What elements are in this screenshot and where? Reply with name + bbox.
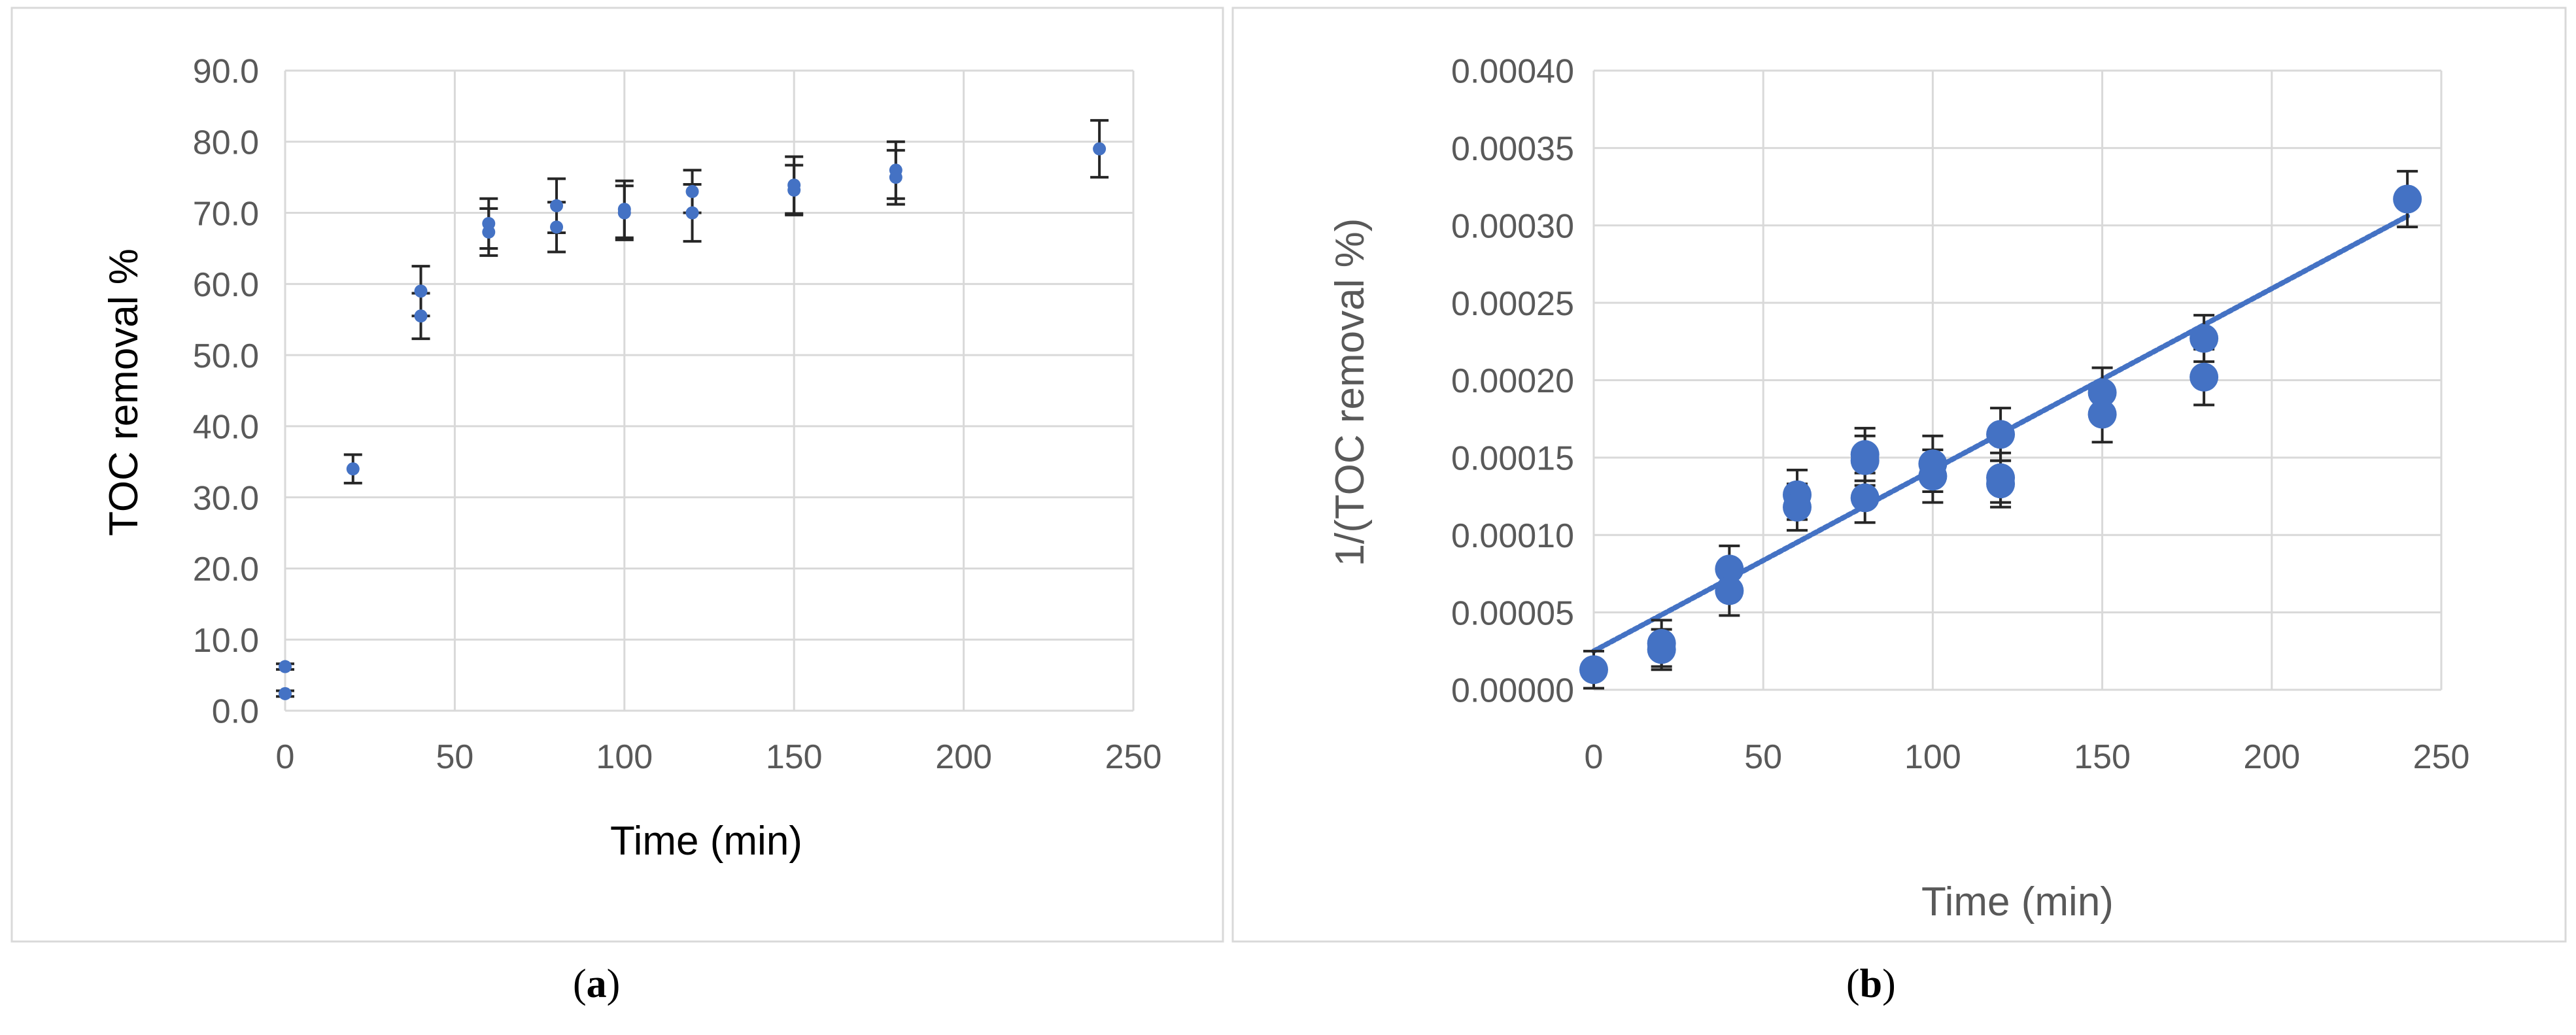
chart-a-data-point	[279, 660, 292, 673]
chart-b-data-point	[1986, 420, 2016, 449]
chart-b-xlabel: Time (min)	[1921, 879, 2114, 925]
chart-b-xtick-label: 100	[1904, 738, 1961, 776]
chart-b-ytick-label: 0.00040	[1451, 53, 1574, 91]
chart-b-ytick-label: 0.00005	[1451, 594, 1574, 632]
chart-b-data-point	[1918, 462, 1948, 491]
chart-b-ylabel: 1/(TOC removal %)	[1328, 218, 1373, 567]
chart-b-ytick-label: 0.00025	[1451, 285, 1574, 323]
chart-a-xtick-label: 200	[935, 738, 992, 776]
chart-b-xtick-label: 50	[1744, 738, 1782, 776]
chart-a-ytick-label: 70.0	[193, 195, 259, 233]
caption-a: (a)	[573, 962, 621, 1006]
chart-a-xtick-label: 250	[1105, 738, 1162, 776]
chart-b-data-point	[2190, 362, 2219, 392]
chart-a-ytick-label: 20.0	[193, 551, 259, 588]
chart-b-ytick-label: 0.00015	[1451, 440, 1574, 478]
chart-b-data-point	[1850, 483, 1880, 513]
chart-a-ytick-label: 0.0	[212, 693, 259, 731]
chart-b-svg: 0.00000 0.00005 0.00010 0.00015 0.00020 0.000…	[1231, 7, 2567, 943]
chart-b-data-point	[1579, 655, 1608, 685]
chart-a-data-point	[414, 284, 428, 298]
chart-a-ytick-label: 50.0	[193, 337, 259, 375]
chart-b-xtick-label: 250	[2413, 738, 2470, 776]
chart-b-data-point	[1783, 492, 1812, 522]
chart-b-xtick-label: 0	[1585, 738, 1604, 776]
chart-a-svg: 0.0 10.0 20.0 30.0 40.0 50.0 60.0 70.0 80.0 90.0 0…	[10, 7, 1224, 943]
chart-a-xtick-label: 50	[436, 738, 473, 776]
chart-a-data-point	[414, 309, 428, 323]
chart-b-ytick-label: 0.00000	[1451, 672, 1574, 710]
chart-a-frame	[10, 7, 1224, 943]
chart-a-ytick-label: 90.0	[193, 53, 259, 91]
chart-b-data-point	[1850, 446, 1880, 475]
chart-a-ytick-label: 10.0	[193, 622, 259, 660]
chart-a-ytick-label: 80.0	[193, 124, 259, 161]
chart-b-data-point	[2190, 324, 2219, 353]
chart-b-ytick-label: 0.00010	[1451, 517, 1574, 555]
chart-b-data-point	[1715, 576, 1744, 605]
chart-a-data-point	[482, 225, 496, 239]
chart-b-data-point	[2393, 184, 2422, 214]
chart-a-data-point	[1093, 142, 1107, 156]
chart-b-ytick-label: 0.00030	[1451, 207, 1574, 245]
chart-a-xtick-label: 150	[766, 738, 823, 776]
chart-a-ytick-label: 30.0	[193, 479, 259, 517]
chart-b-ytick-label: 0.00020	[1451, 362, 1574, 400]
chart-a-data-point	[346, 462, 360, 476]
chart-b-data-point	[1715, 554, 1744, 584]
chart-a-data-point	[550, 199, 564, 212]
chart-a-data-point	[685, 184, 699, 198]
chart-b-xtick-label: 200	[2243, 738, 2300, 776]
chart-b-frame	[1231, 7, 2567, 943]
chart-b-data-point	[2087, 378, 2117, 407]
chart-a-data-point	[787, 183, 801, 197]
chart-b-xtick-label: 150	[2074, 738, 2131, 776]
chart-a-data-point	[889, 171, 902, 184]
chart-a-data-point	[279, 687, 292, 700]
chart-a-xtick-label: 100	[596, 738, 653, 776]
chart-a-data-point	[685, 206, 699, 220]
chart-a-data-point	[550, 220, 564, 234]
chart-a-xlabel: Time (min)	[610, 819, 802, 864]
chart-panel-b: 0.00000 0.00005 0.00010 0.00015 0.00020 0.000…	[1226, 0, 2576, 1035]
chart-a-ytick-label: 40.0	[193, 409, 259, 447]
chart-panel-a: 0.0 10.0 20.0 30.0 40.0 50.0 60.0 70.0 80.0 90.0 0…	[0, 0, 1226, 1035]
chart-a-ytick-label: 60.0	[193, 266, 259, 304]
chart-b-data-point	[1986, 469, 2016, 499]
chart-a-ylabel: TOC removal %	[101, 248, 146, 536]
chart-b-ytick-label: 0.00035	[1451, 130, 1574, 168]
caption-b: (b)	[1846, 962, 1896, 1006]
chart-a-xtick-label: 0	[276, 738, 295, 776]
chart-b-data-point	[2087, 399, 2117, 429]
chart-b-data-point	[1647, 635, 1676, 664]
chart-a-data-point	[617, 206, 631, 220]
